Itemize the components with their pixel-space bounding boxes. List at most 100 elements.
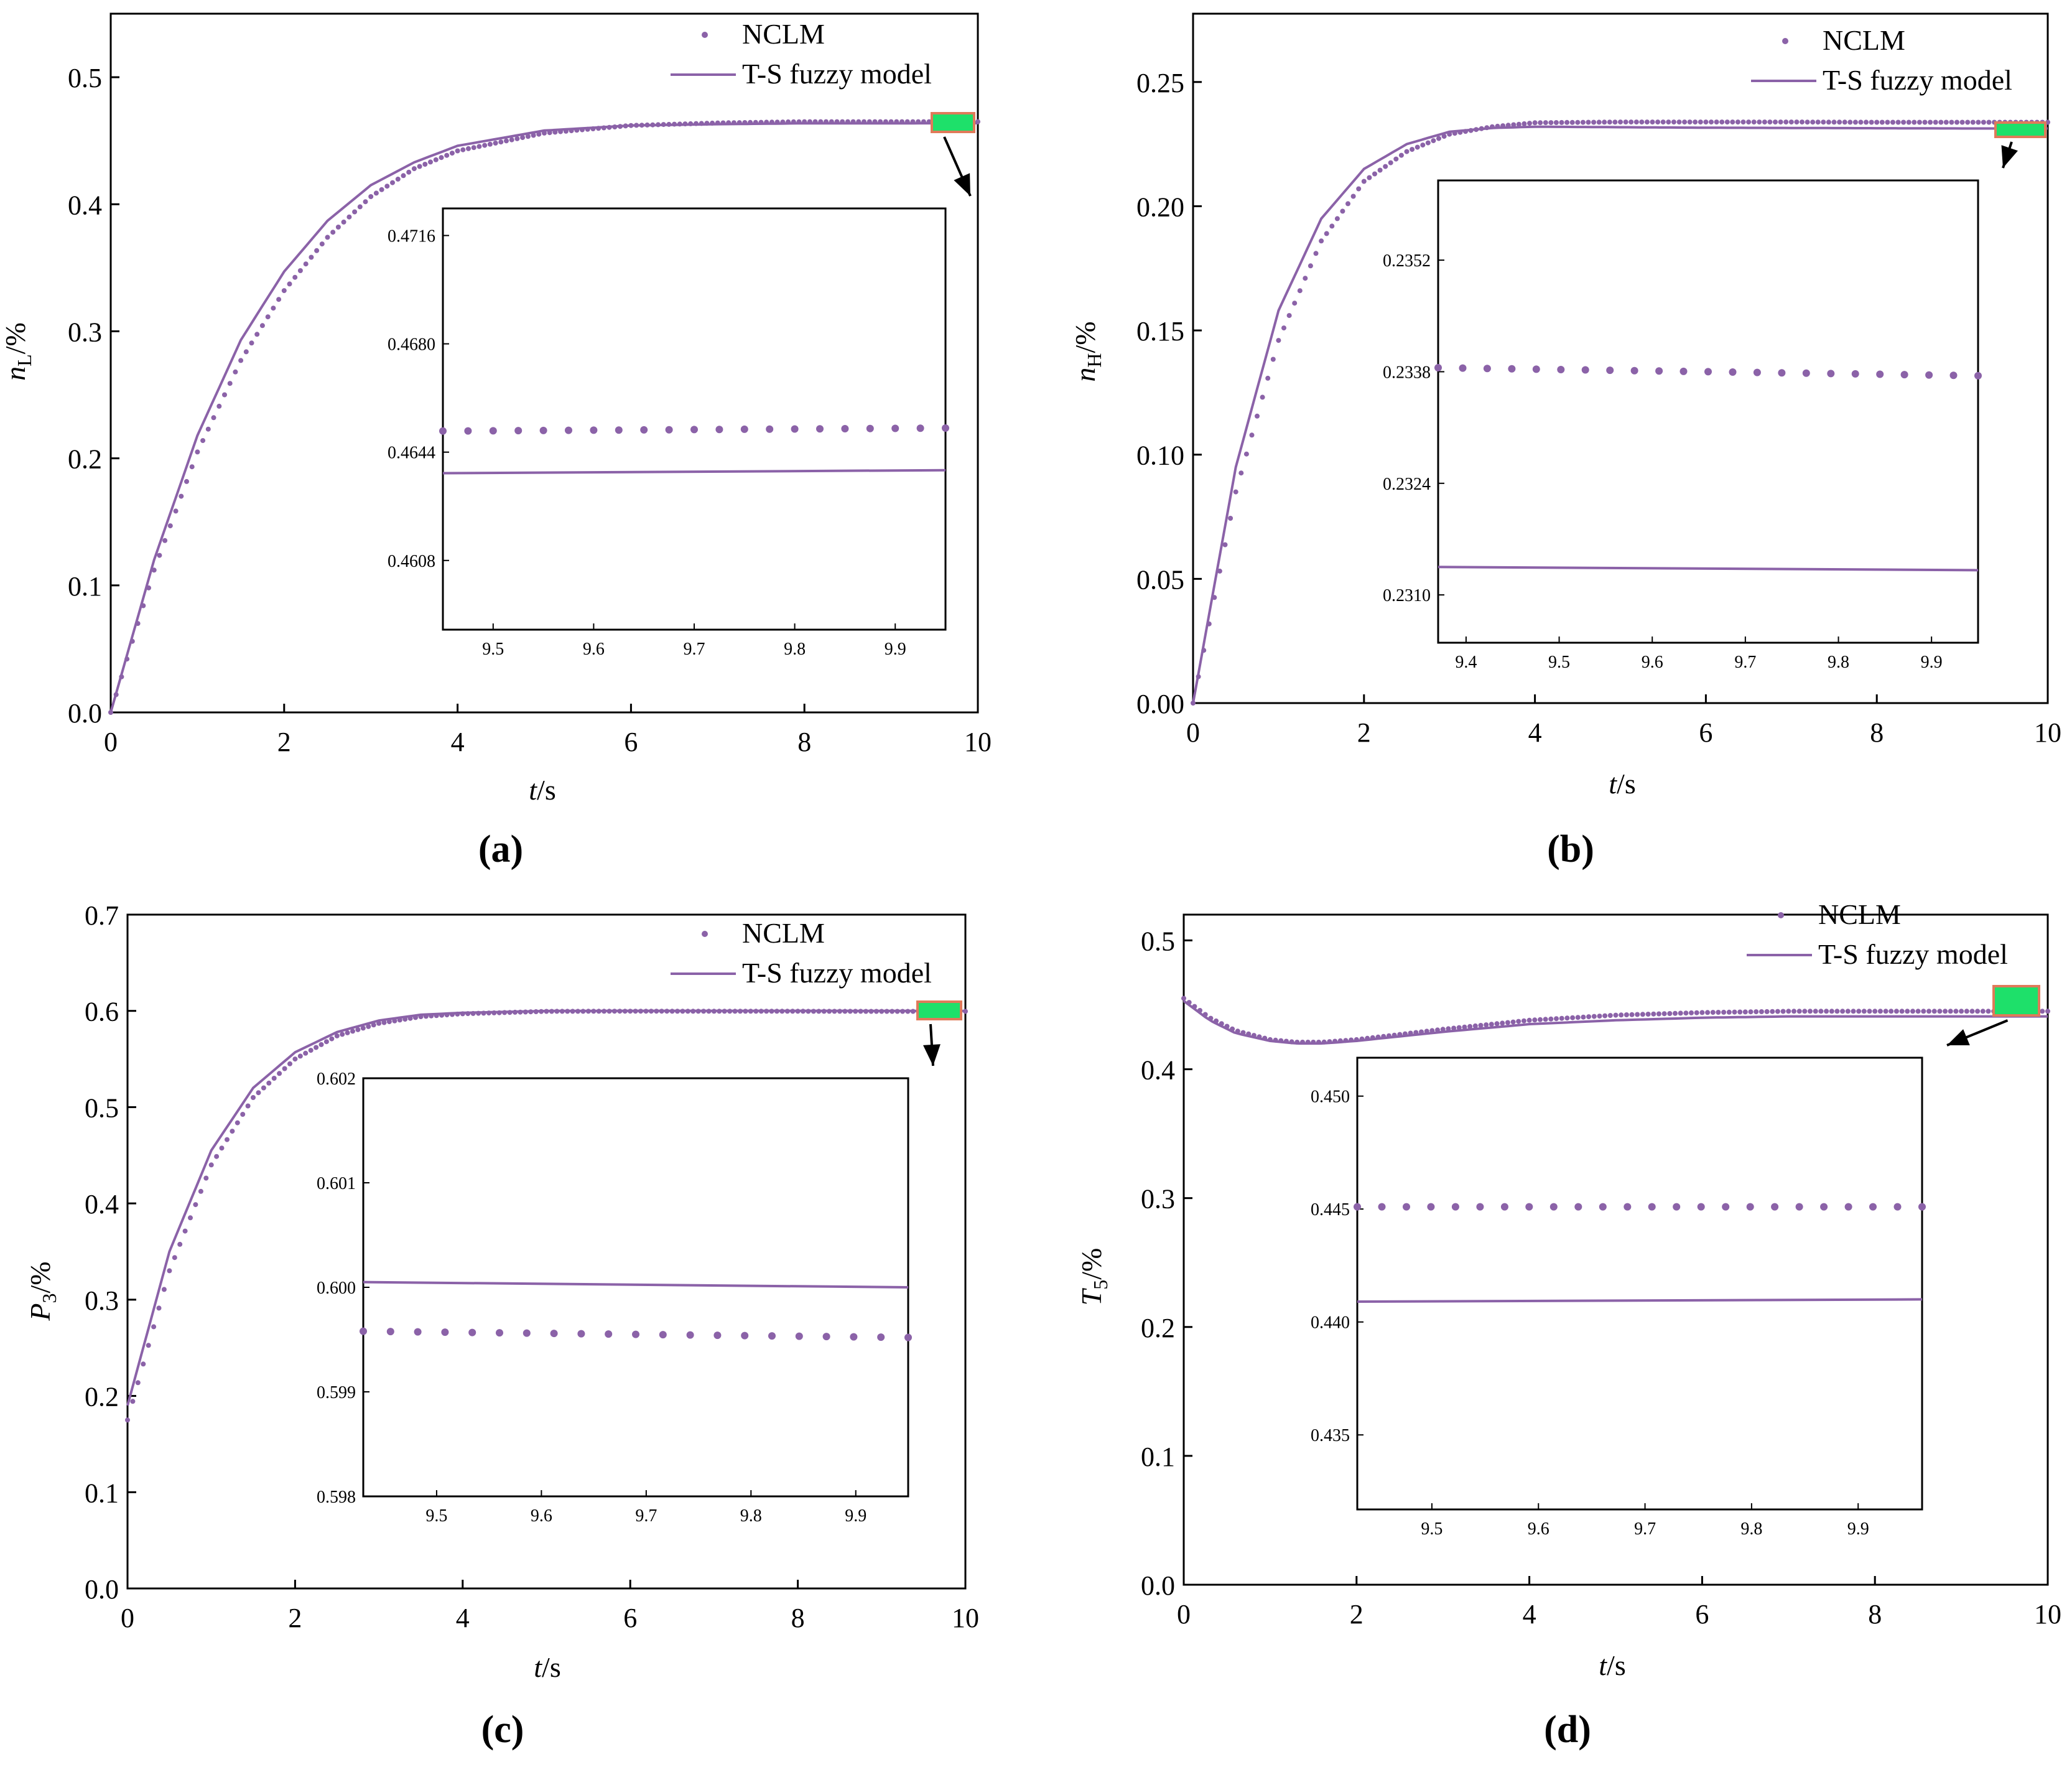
zoom-region-marker — [1992, 985, 2040, 1017]
series-point-nclm — [303, 261, 309, 267]
series-point-nclm — [1393, 156, 1399, 162]
x-tick-label: 8 — [791, 1603, 805, 1633]
inset-series-line-ts-fuzzy — [1357, 1298, 1923, 1303]
x-tick-label: 0 — [1177, 1599, 1191, 1630]
series-point-nclm — [340, 1032, 345, 1037]
inset-y-tick-label: 0.2352 — [1383, 251, 1431, 271]
y-tick-label: 0.0 — [85, 1574, 119, 1605]
series-point-nclm — [428, 159, 433, 165]
series-point-nclm — [1543, 1017, 1548, 1022]
series-point-nclm — [1633, 119, 1639, 125]
series-point-nclm — [433, 157, 439, 162]
series-point-nclm — [1842, 119, 1847, 125]
series-point-nclm — [1796, 1009, 1802, 1014]
series-point-nclm — [1689, 1010, 1694, 1015]
series-point-nclm — [1802, 1009, 1808, 1014]
series-point-nclm — [141, 1361, 146, 1367]
series-point-nclm — [1856, 1009, 1862, 1014]
inset-series-point-nclm — [1459, 364, 1467, 372]
inset-x-tick-label: 9.8 — [1740, 1519, 1762, 1539]
series-point-nclm — [373, 190, 379, 196]
y-tick-label: 0.4 — [68, 190, 102, 220]
x-tick-label: 10 — [2034, 1599, 2061, 1630]
series-point-nclm — [1303, 276, 1308, 281]
series-point-nclm — [2045, 1009, 2050, 1014]
series-point-nclm — [1732, 1009, 1737, 1015]
series-point-nclm — [460, 147, 466, 152]
inset-series-point-nclm — [904, 1333, 912, 1341]
inset-series-point-nclm — [640, 426, 648, 434]
series-point-nclm — [1243, 451, 1249, 457]
x-tick-label: 2 — [1350, 1599, 1364, 1630]
series-point-nclm — [476, 144, 482, 149]
legend-marker-nclm — [702, 32, 708, 38]
series-point-nclm — [1737, 1009, 1743, 1015]
series-point-nclm — [261, 1085, 266, 1091]
inset-series-point-nclm — [605, 1330, 613, 1338]
series-point-nclm — [1901, 119, 1907, 125]
series-point-nclm — [277, 1071, 282, 1076]
series-point-nclm — [1553, 120, 1559, 125]
series-point-nclm — [1629, 1012, 1635, 1017]
inset-series-point-nclm — [632, 1330, 639, 1338]
series-point-nclm — [292, 1056, 298, 1062]
series-point-nclm — [1456, 1025, 1462, 1030]
series-point-nclm — [1425, 140, 1431, 146]
series-point-nclm — [1526, 1017, 1532, 1023]
x-axis-label: t/s — [534, 1651, 560, 1683]
y-tick-label: 0.1 — [85, 1478, 119, 1508]
inset-panel: 9.5 9.6 9.7 9.8 9.9 0.4608 0.4644 0.4680 0.4716 — [388, 207, 949, 659]
series-point-nclm — [1682, 119, 1688, 125]
series-point-nclm — [157, 553, 162, 558]
series-point-nclm — [1607, 1013, 1613, 1019]
series-line-ts-fuzzy — [1182, 1000, 2048, 1045]
series-point-nclm — [1788, 119, 1794, 125]
inset-series-point-nclm — [1354, 1203, 1361, 1211]
series-point-nclm — [238, 358, 244, 363]
inset-x-tick-label: 9.6 — [583, 640, 605, 659]
inset-series-point-nclm — [1532, 365, 1540, 373]
inset-series-point-nclm — [659, 1331, 667, 1339]
series-point-nclm — [1628, 119, 1634, 125]
series-point-nclm — [1883, 1009, 1888, 1014]
series-point-nclm — [379, 187, 384, 192]
series-point-nclm — [1388, 160, 1393, 166]
series-point-nclm — [1824, 1009, 1829, 1014]
x-tick-label: 8 — [1870, 717, 1884, 748]
y-axis-label-subscript: 5 — [1089, 1280, 1112, 1290]
x-tick-label: 8 — [1868, 1599, 1882, 1630]
inset-series-point-nclm — [496, 1329, 503, 1337]
series-point-nclm — [1377, 167, 1383, 173]
series-point-nclm — [1510, 1019, 1516, 1025]
series-point-nclm — [1415, 144, 1420, 150]
series-point-nclm — [1805, 119, 1810, 125]
series-point-nclm — [1639, 119, 1645, 125]
series-point-nclm — [1570, 1015, 1576, 1020]
inset-y-tick-label: 0.601 — [317, 1174, 356, 1193]
series-point-nclm — [1564, 1015, 1570, 1021]
series-point-nclm — [1922, 119, 1928, 125]
series-point-nclm — [406, 169, 412, 175]
y-tick-label: 0.05 — [1136, 564, 1184, 595]
series-line-ts-fuzzy — [126, 1009, 965, 1406]
y-tick-label: 0.2 — [85, 1382, 119, 1412]
series-point-nclm — [1249, 432, 1255, 438]
x-tick-label: 6 — [1699, 717, 1712, 748]
inset-x-tick-label: 9.4 — [1455, 653, 1477, 672]
series-point-nclm — [487, 141, 493, 147]
series-point-nclm — [334, 1033, 340, 1038]
series-point-nclm — [357, 204, 363, 210]
series-point-nclm — [1905, 1009, 1910, 1014]
series-point-nclm — [1489, 1022, 1494, 1027]
series-point-nclm — [1751, 119, 1757, 125]
y-tick-label: 0.2 — [68, 444, 102, 475]
inset-x-tick-label: 9.8 — [784, 640, 806, 659]
series-point-nclm — [1554, 1016, 1559, 1022]
series-point-nclm — [205, 426, 211, 432]
series-point-nclm — [1864, 119, 1869, 125]
inset-series-point-nclm — [615, 426, 623, 434]
series-point-nclm — [1837, 119, 1842, 125]
legend-label-ts-fuzzy: T-S fuzzy model — [742, 58, 932, 90]
inset-series-point-nclm — [686, 1331, 694, 1339]
